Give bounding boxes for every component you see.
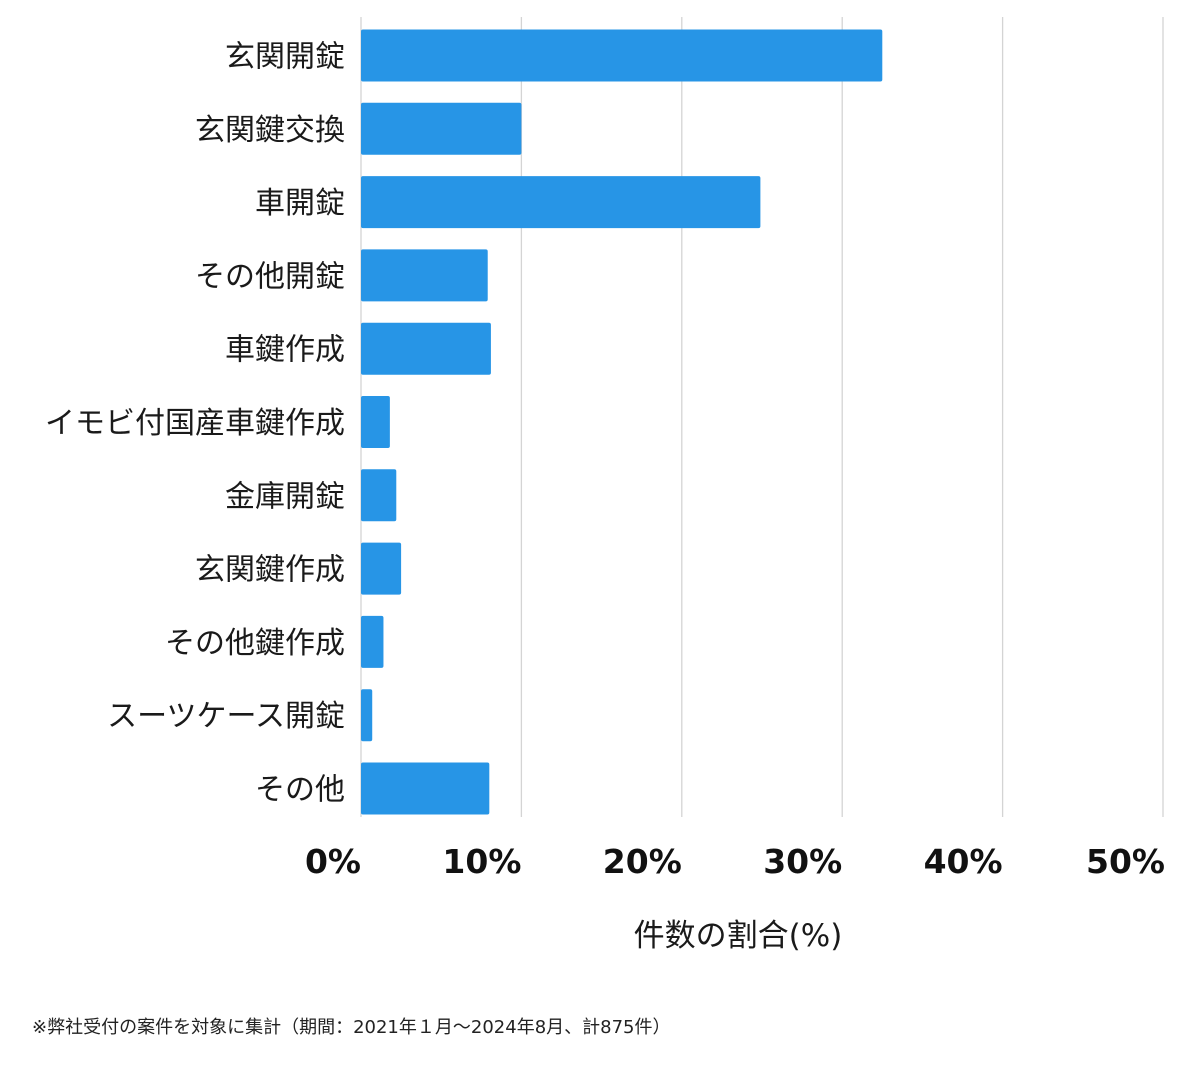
- bar: [361, 396, 390, 448]
- footnote: ※弊社受付の案件を対象に集計（期間：2021年１月〜2024年8月、計875件）: [32, 1017, 671, 1038]
- x-tick-label: 30%: [763, 842, 842, 881]
- x-tick-labels: 0% 10% 20% 30% 40% 50%: [305, 842, 1165, 881]
- category-label: 玄関開錠: [225, 40, 345, 75]
- x-axis-title: 件数の割合(%): [634, 918, 843, 954]
- x-tick-label: 40%: [924, 842, 1003, 881]
- category-labels: 玄関開錠玄関鍵交換車開錠その他開錠車鍵作成イモビ付国産車鍵作成金庫開錠玄関鍵作成…: [45, 40, 345, 808]
- category-label: 金庫開錠: [225, 479, 345, 514]
- x-tick-label: 10%: [442, 842, 521, 881]
- bar: [361, 542, 402, 595]
- category-label: スーツケース開錠: [107, 699, 345, 734]
- x-tick-label: 0%: [305, 842, 361, 881]
- category-label: 車開錠: [255, 186, 345, 221]
- category-label: その他: [255, 773, 345, 808]
- bar: [361, 249, 488, 302]
- category-label: 車鍵作成: [225, 333, 345, 368]
- bar: [361, 615, 384, 668]
- category-label: イモビ付国産車鍵作成: [45, 406, 345, 441]
- bar: [361, 176, 761, 229]
- category-label: その他鍵作成: [165, 626, 345, 661]
- x-tick-label: 20%: [603, 842, 682, 881]
- bar: [361, 689, 373, 742]
- bar: [361, 29, 883, 82]
- x-tick-label: 50%: [1086, 842, 1165, 881]
- bar: [361, 102, 522, 155]
- bars: [361, 29, 883, 815]
- bar: [361, 322, 491, 375]
- category-label: その他開錠: [195, 259, 345, 294]
- bar: [361, 762, 490, 815]
- category-label: 玄関鍵作成: [195, 553, 345, 588]
- bar: [361, 469, 397, 522]
- category-label: 玄関鍵交換: [195, 113, 345, 148]
